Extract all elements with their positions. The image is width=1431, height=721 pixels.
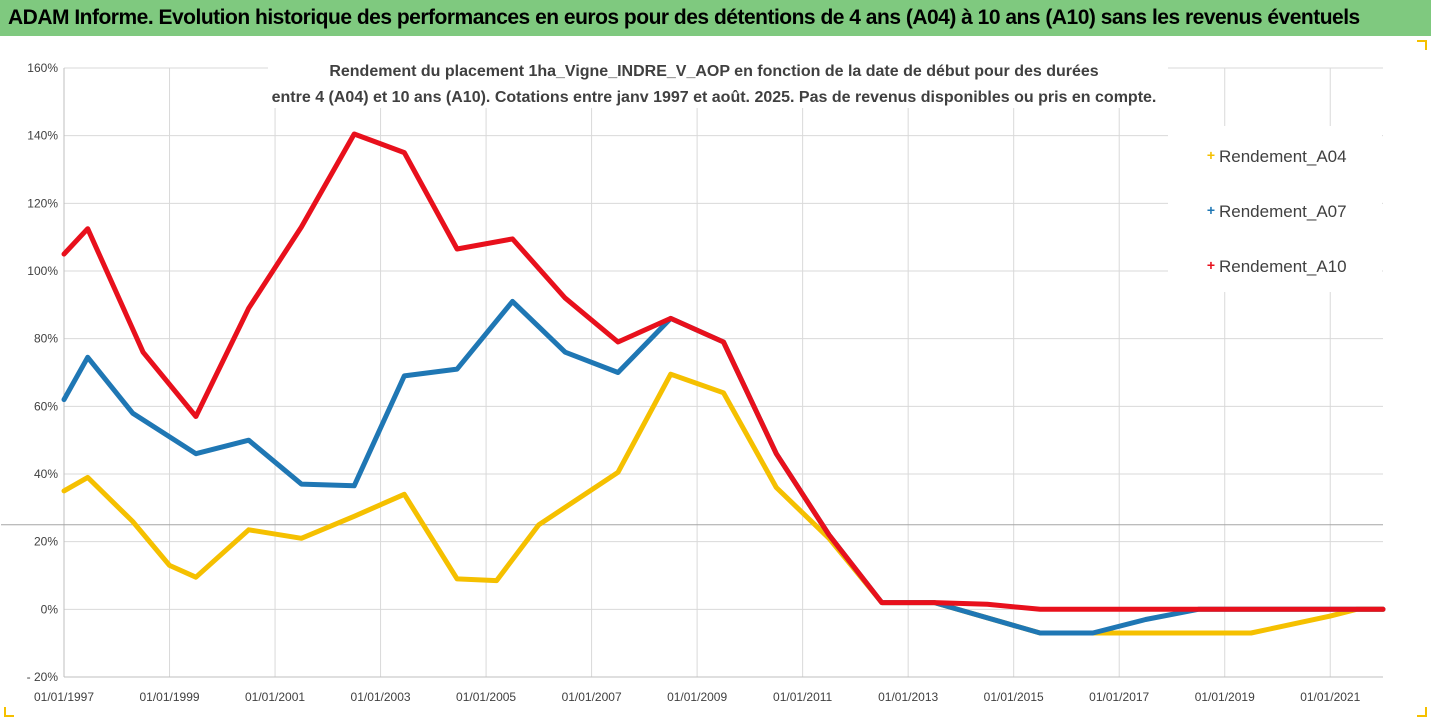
y-tick-label: 160% <box>27 61 58 75</box>
x-tick-label: 01/01/1997 <box>34 690 94 704</box>
x-tick-label: 01/01/2007 <box>562 690 622 704</box>
y-tick-label: 140% <box>27 129 58 143</box>
y-tick-label: 40% <box>34 467 58 481</box>
y-tick-label: 60% <box>34 399 58 413</box>
y-tick-label: 0% <box>41 602 59 616</box>
chart-title-background <box>268 52 1168 108</box>
legend-marker: + <box>1207 257 1215 273</box>
x-tick-label: 01/01/2017 <box>1089 690 1149 704</box>
x-tick-label: 01/01/2003 <box>351 690 411 704</box>
x-tick-label: 01/01/2019 <box>1195 690 1255 704</box>
legend-entry-rendement-a04: Rendement_A04 <box>1219 147 1347 166</box>
legend-marker: + <box>1207 147 1215 163</box>
x-tick-label: 01/01/2009 <box>667 690 727 704</box>
y-tick-label: 120% <box>27 196 58 210</box>
y-tick-label: - 20% <box>27 670 59 684</box>
line-chart: 160% 140% 120% 100% 80% 60% 40% 20% 0% - 20% 01/01… <box>1 52 1386 704</box>
legend-entry-rendement-a07: Rendement_A07 <box>1219 202 1347 221</box>
y-tick-label: 80% <box>34 332 58 346</box>
x-tick-label: 01/01/2013 <box>878 690 938 704</box>
chart-title-line: entre 4 (A04) et 10 ans (A10). Cotations… <box>272 89 1157 106</box>
header-banner: ADAM Informe. Evolution historique des p… <box>0 0 1431 36</box>
series-line-rendement-a04 <box>61 371 1386 636</box>
x-tick-label: 01/01/2011 <box>773 690 832 704</box>
y-tick-label: 100% <box>27 264 58 278</box>
series-line-rendement-a10 <box>61 131 1386 612</box>
legend-background <box>1168 126 1382 292</box>
page-title: ADAM Informe. Evolution historique des p… <box>8 6 1360 29</box>
x-tick-label: 01/01/2021 <box>1300 690 1360 704</box>
legend-marker: + <box>1207 202 1215 218</box>
x-tick-label: 01/01/2015 <box>984 690 1044 704</box>
x-tick-label: 01/01/2001 <box>245 690 305 704</box>
x-tick-label: 01/01/1999 <box>139 690 199 704</box>
frame-corner-top-right <box>1417 40 1427 50</box>
y-tick-label: 20% <box>34 535 58 549</box>
x-tick-label: 01/01/2005 <box>456 690 516 704</box>
series-line-rendement-a07 <box>61 298 1386 636</box>
frame-corner-bottom-right <box>1417 707 1427 717</box>
legend-entry-rendement-a10: Rendement_A10 <box>1219 257 1347 276</box>
chart-title-line: Rendement du placement 1ha_Vigne_INDRE_V… <box>329 63 1098 80</box>
frame-corner-bottom-left <box>4 707 14 717</box>
